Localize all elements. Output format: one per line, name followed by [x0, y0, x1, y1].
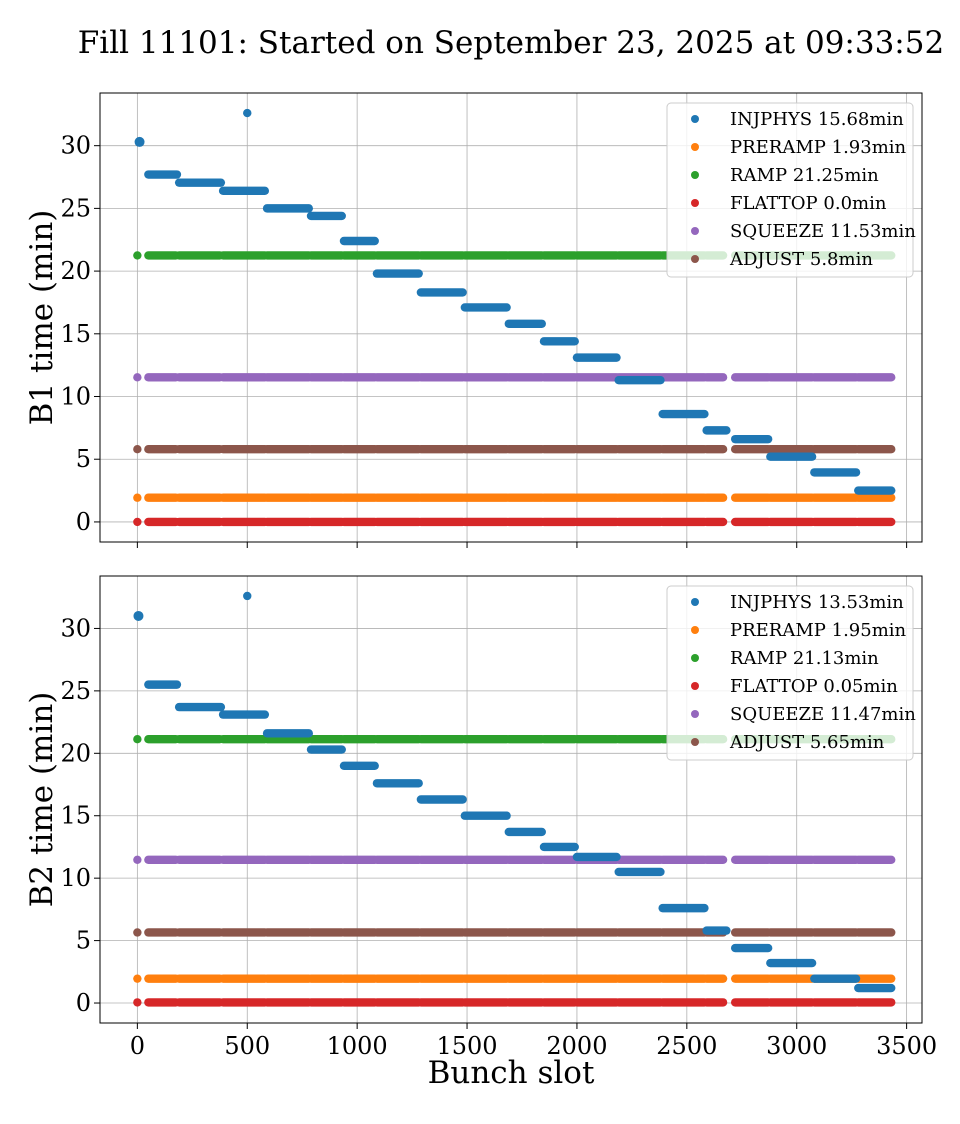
marker-flattop [133, 998, 142, 1007]
x-tick-label: 3000 [766, 1032, 827, 1060]
x-tick-label: 1500 [437, 1032, 498, 1060]
legend-label: FLATTOP 0.05min [730, 676, 898, 697]
y-tick-label: 5 [76, 445, 91, 473]
y-tick-label: 10 [60, 864, 91, 892]
axes-frame [99, 575, 923, 1024]
x-tick-label: 0 [130, 1032, 145, 1060]
y-tick-label: 30 [60, 614, 91, 642]
y-axis-label: B1 time (min) [24, 210, 60, 426]
y-tick-label: 25 [60, 194, 91, 222]
marker-ramp [133, 734, 142, 744]
legend-label: ADJUST 5.65min [729, 732, 885, 753]
legend-marker [691, 143, 699, 151]
legend-marker [691, 738, 699, 746]
x-tick-label: 2500 [656, 1032, 717, 1060]
legend-label: INJPHYS 15.68min [730, 109, 904, 130]
marker-adjust [133, 928, 142, 937]
legend-label: PRERAMP 1.95min [730, 620, 907, 641]
x-tick-label: 3500 [876, 1032, 937, 1060]
y-tick-label: 20 [60, 257, 91, 285]
marker-flattop [133, 517, 142, 527]
chart-title: Fill 11101: Started on September 23, 202… [78, 25, 944, 61]
legend-label: SQUEEZE 11.47min [730, 704, 916, 725]
series-injphys-point [243, 591, 252, 601]
x-tick-label: 500 [224, 1032, 270, 1060]
marker-squeeze [133, 855, 142, 865]
marker-adjust [133, 444, 142, 454]
series-injphys-point [133, 610, 144, 621]
marker-preramp [133, 974, 142, 983]
marker-preramp [133, 493, 142, 502]
series-injphys-point [243, 108, 252, 118]
legend-marker [691, 199, 699, 207]
y-tick-label: 0 [76, 508, 91, 536]
x-axis-label: Bunch slot [428, 1055, 595, 1091]
y-tick-label: 25 [60, 677, 91, 705]
legend-marker [691, 171, 699, 179]
y-tick-label: 20 [60, 739, 91, 767]
y-tick-label: 10 [60, 383, 91, 411]
legend-marker [691, 227, 699, 235]
legend-label: INJPHYS 13.53min [730, 592, 904, 613]
legend-label: ADJUST 5.8min [729, 249, 873, 270]
legend: INJPHYS 15.68min PRERAMP 1.93min RAMP 21.2… [666, 102, 916, 278]
marker-squeeze [133, 373, 142, 382]
y-tick-label: 15 [60, 320, 91, 348]
legend-label: RAMP 21.13min [730, 648, 879, 669]
y-axis-label: B2 time (min) [24, 692, 60, 908]
marker-ramp [133, 251, 142, 260]
legend: INJPHYS 13.53min PRERAMP 1.95min RAMP 21.1… [666, 585, 916, 761]
y-tick-label: 0 [76, 989, 91, 1017]
legend-label: FLATTOP 0.0min [730, 193, 887, 214]
legend-marker [691, 682, 699, 690]
legend-marker [691, 115, 699, 123]
panel-b1: 0 5 10 15 20 25 30 B1 time (min) INJPHYS 15.68mi… [24, 92, 923, 548]
axes-frame [99, 92, 923, 543]
y-tick-label: 30 [60, 132, 91, 160]
legend-marker [691, 654, 699, 662]
legend-label: PRERAMP 1.93min [730, 137, 907, 158]
legend-box [666, 102, 914, 278]
legend-marker [691, 710, 699, 718]
legend-label: SQUEEZE 11.53min [730, 221, 916, 242]
legend-label: RAMP 21.25min [730, 165, 879, 186]
legend-marker [691, 598, 699, 606]
x-tick-label: 1000 [327, 1032, 388, 1060]
legend-marker [691, 255, 699, 263]
y-tick-label: 15 [60, 802, 91, 830]
legend-marker [691, 626, 699, 634]
series-injphys-point [134, 136, 145, 147]
y-tick-label: 5 [76, 927, 91, 955]
panel-b2: 0 5 10 15 20 25 30 0 500 1000 1500 2000 2500 3000 3500… [24, 575, 937, 1091]
legend-box [666, 585, 914, 761]
x-tick-label: 2000 [546, 1032, 607, 1060]
